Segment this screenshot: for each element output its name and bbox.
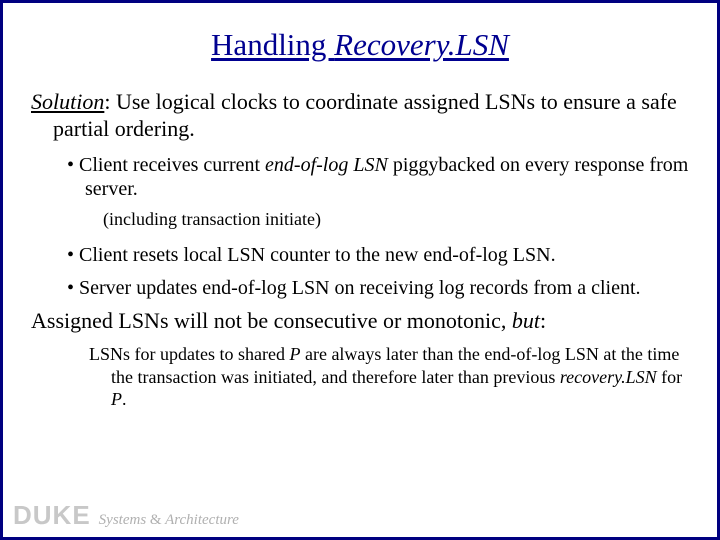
- solution-text: : Use logical clocks to coordinate assig…: [53, 89, 677, 141]
- closing-t1: LSNs for updates to shared: [89, 344, 289, 364]
- para-post: :: [540, 308, 546, 333]
- closing-em1: P: [289, 344, 300, 364]
- closing-t3: for: [657, 367, 683, 387]
- solution-label: Solution: [31, 89, 104, 114]
- slide-frame: Handling Recovery.LSN Solution: Use logi…: [0, 0, 720, 540]
- closing-t4: .: [122, 389, 127, 409]
- closing-em3: P: [111, 389, 122, 409]
- closing-sub: LSNs for updates to shared P are always …: [89, 343, 689, 411]
- para-em: but: [512, 308, 540, 333]
- footer-logo: DUKE: [13, 500, 91, 531]
- slide-title: Handling Recovery.LSN: [31, 27, 689, 63]
- bullet-1-pre: Client receives current: [79, 154, 265, 176]
- bullet-3: Server updates end-of-log LSN on receivi…: [67, 276, 689, 300]
- title-plain: Handling: [211, 27, 334, 62]
- footer-text1: Systems: [99, 512, 150, 528]
- closing-para: Assigned LSNs will not be consecutive or…: [31, 308, 689, 335]
- footer-text2: Architecture: [162, 512, 239, 528]
- bullet-1-em: end-of-log LSN: [265, 154, 388, 176]
- bullet-3-pre: Server updates end-of-log LSN on receivi…: [79, 277, 640, 299]
- para-pre: Assigned LSNs will not be consecutive or…: [31, 308, 512, 333]
- footer-amp: &: [150, 512, 162, 528]
- bullet-2-pre: Client resets local LSN counter to the n…: [79, 244, 556, 266]
- bullet-1-sub: (including transaction initiate): [103, 209, 689, 231]
- slide-body: Solution: Use logical clocks to coordina…: [31, 89, 689, 411]
- footer: DUKE Systems & Architecture: [13, 500, 239, 531]
- title-italic: Recovery.LSN: [334, 27, 509, 62]
- footer-text: Systems & Architecture: [99, 512, 239, 529]
- closing-em2: recovery.LSN: [560, 367, 657, 387]
- solution-line: Solution: Use logical clocks to coordina…: [31, 89, 689, 143]
- bullet-2: Client resets local LSN counter to the n…: [67, 243, 689, 267]
- bullet-1: Client receives current end-of-log LSN p…: [67, 153, 689, 202]
